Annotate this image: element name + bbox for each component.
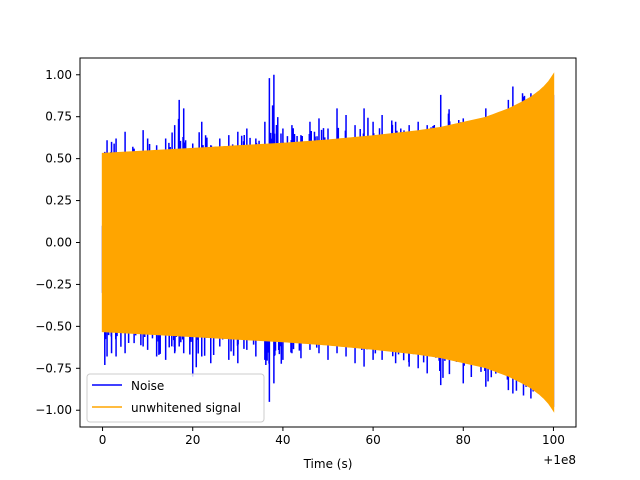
y-tick-label: −1.00 [35,403,72,417]
x-tick-label: 40 [275,433,290,447]
x-axis-offset-label: +1e8 [543,453,576,467]
y-tick-label: −0.75 [35,361,72,375]
plot-area [101,72,555,413]
series-unwhitened-signal-line [101,72,555,413]
legend-label-noise: Noise [131,379,164,393]
y-tick-label: −0.50 [35,319,72,333]
x-tick-label: 0 [99,433,107,447]
x-tick-label: 80 [456,433,471,447]
y-tick-label: 0.00 [45,236,72,250]
y-tick-label: 0.50 [45,152,72,166]
ticks: 0 20 40 60 80 100 −1.00 −0.75 −0.50 −0.25 0.00 0.25… [35,68,565,447]
x-axis-label: Time (s) [303,457,353,471]
x-tick-label: 100 [542,433,565,447]
y-tick-label: 0.75 [45,110,72,124]
y-tick-label: −0.25 [35,277,72,291]
legend: Noise unwhitened signal [86,373,265,423]
y-tick-label: 0.25 [45,194,72,208]
legend-label-unwhitened-signal: unwhitened signal [131,401,241,415]
y-tick-label: 1.00 [45,68,72,82]
legend-frame [86,373,265,423]
x-tick-label: 60 [365,433,380,447]
x-tick-label: 20 [185,433,200,447]
